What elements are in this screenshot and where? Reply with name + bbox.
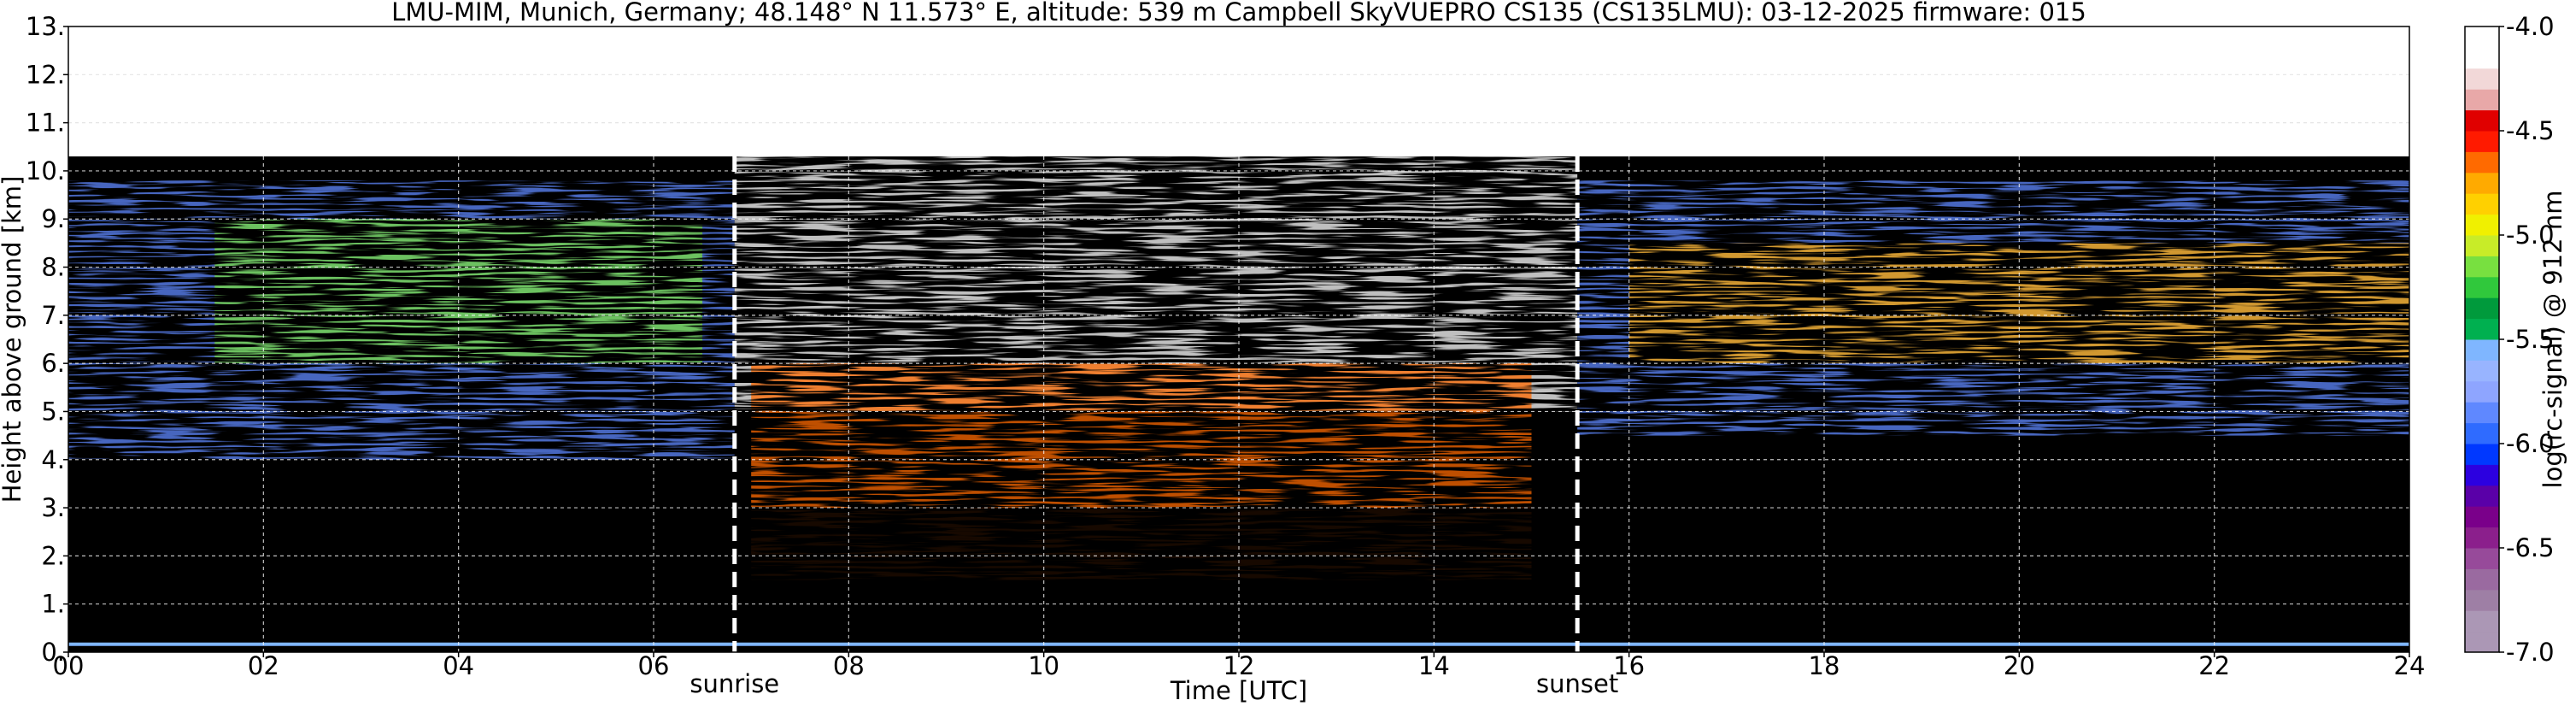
colorbar-cell — [2465, 26, 2499, 48]
colorbar-cell — [2465, 131, 2499, 152]
colorbar-cell — [2465, 339, 2499, 361]
colorbar-cell — [2465, 256, 2499, 278]
x-tick-label: 00 — [53, 651, 85, 680]
sun-marker-label: sunset — [1536, 669, 1618, 698]
colorbar-cell — [2465, 318, 2499, 340]
x-tick-label: 08 — [833, 651, 865, 680]
y-tick-label: 1. — [41, 590, 65, 619]
y-tick-label: 2. — [41, 541, 65, 570]
colorbar-cell — [2465, 464, 2499, 486]
colorbar-cell — [2465, 485, 2499, 507]
x-axis: 00 02 04 06 08 10 12 14 16 18 20 22 24 — [53, 651, 2426, 680]
y-tick-label: 10. — [26, 156, 65, 185]
colorbar-cell — [2465, 506, 2499, 528]
y-tick-label: 5. — [41, 397, 65, 426]
x-tick-label: 16 — [1613, 651, 1645, 680]
colorbar-cell — [2465, 589, 2499, 611]
chart-title: LMU-MIM, Munich, Germany; 48.148° N 11.5… — [391, 0, 2086, 26]
colorbar-cells — [2465, 26, 2499, 653]
colorbar-cell — [2465, 568, 2499, 591]
sun-markers: sunrise sunset — [689, 156, 1618, 698]
y-tick-label: 12. — [26, 60, 65, 89]
colorbar-cell — [2465, 360, 2499, 382]
colorbar-tick-label: -4.0 — [2506, 12, 2555, 41]
colorbar-tick-label: -4.5 — [2506, 116, 2555, 145]
x-tick-label: 06 — [638, 651, 670, 680]
colorbar-cell — [2465, 68, 2499, 90]
y-axis-label: Height above ground [km] — [0, 176, 26, 503]
colorbar-tick-label: -5.5 — [2506, 325, 2555, 354]
colorbar-label: log(rc-signal) @ 912 nm — [2538, 191, 2567, 489]
sun-marker-sunrise: sunrise — [689, 156, 779, 698]
x-tick-label: 14 — [1418, 651, 1450, 680]
x-tick-label: 02 — [248, 651, 279, 680]
colorbar-tick-label: -5.0 — [2506, 221, 2555, 250]
sun-marker-label: sunrise — [689, 669, 779, 698]
colorbar-cell — [2465, 89, 2499, 111]
colorbar-cell — [2465, 172, 2499, 194]
y-axis: 0. 1. 2. 3. 4. 5. 6. 7. 8. 9. 10. 11. 12. 13. — [26, 12, 68, 667]
colorbar-cell — [2465, 214, 2499, 236]
y-tick-label: 3. — [41, 493, 65, 522]
grid — [68, 26, 2409, 652]
x-tick-label: 24 — [2394, 651, 2426, 680]
colorbar-cell — [2465, 297, 2499, 320]
colorbar-cell — [2465, 444, 2499, 465]
y-tick-label: 9. — [41, 204, 65, 233]
colorbar-cell — [2465, 380, 2499, 403]
colorbar-cell — [2465, 47, 2499, 69]
colorbar-cell — [2465, 610, 2499, 632]
colorbar-ticks: -4.0 -4.5 -5.0 -5.5 -6.0 -6.5 -7.0 — [2499, 12, 2555, 667]
x-axis-label: Time [UTC] — [1170, 676, 1307, 705]
colorbar-cell — [2465, 109, 2499, 132]
y-tick-label: 4. — [41, 445, 65, 474]
colorbar-tick-label: -7.0 — [2506, 638, 2555, 667]
colorbar-cell — [2465, 631, 2499, 653]
colorbar: -4.0 -4.5 -5.0 -5.5 -6.0 -6.5 -7.0 log(rc-sign… — [2464, 12, 2567, 667]
y-tick-label: 11. — [26, 109, 65, 138]
colorbar-cell — [2465, 527, 2499, 549]
colorbar-cell — [2465, 235, 2499, 256]
x-tick-label: 20 — [2004, 651, 2035, 680]
y-tick-label: 13. — [26, 12, 65, 41]
colorbar-cell — [2465, 193, 2499, 215]
colorbar-cell — [2465, 422, 2499, 444]
colorbar-cell — [2465, 402, 2499, 424]
colorbar-cell — [2465, 151, 2499, 174]
y-tick-label: 7. — [41, 301, 65, 330]
x-tick-label: 10 — [1028, 651, 1059, 680]
y-tick-label: 8. — [41, 253, 65, 282]
x-tick-label: 22 — [2198, 651, 2230, 680]
colorbar-cell — [2465, 276, 2499, 298]
colorbar-cell — [2465, 548, 2499, 569]
x-tick-label: 12 — [1223, 651, 1255, 680]
colorbar-tick-label: -6.5 — [2506, 533, 2555, 562]
colorbar-tick-label: -6.0 — [2506, 429, 2555, 458]
y-tick-label: 6. — [41, 349, 65, 378]
x-tick-label: 04 — [443, 651, 474, 680]
sun-marker-sunset: sunset — [1536, 156, 1618, 698]
x-tick-label: 18 — [1809, 651, 1840, 680]
plot-area: sunrise sunset — [67, 26, 2410, 698]
y-tick-label: 0. — [41, 638, 65, 667]
